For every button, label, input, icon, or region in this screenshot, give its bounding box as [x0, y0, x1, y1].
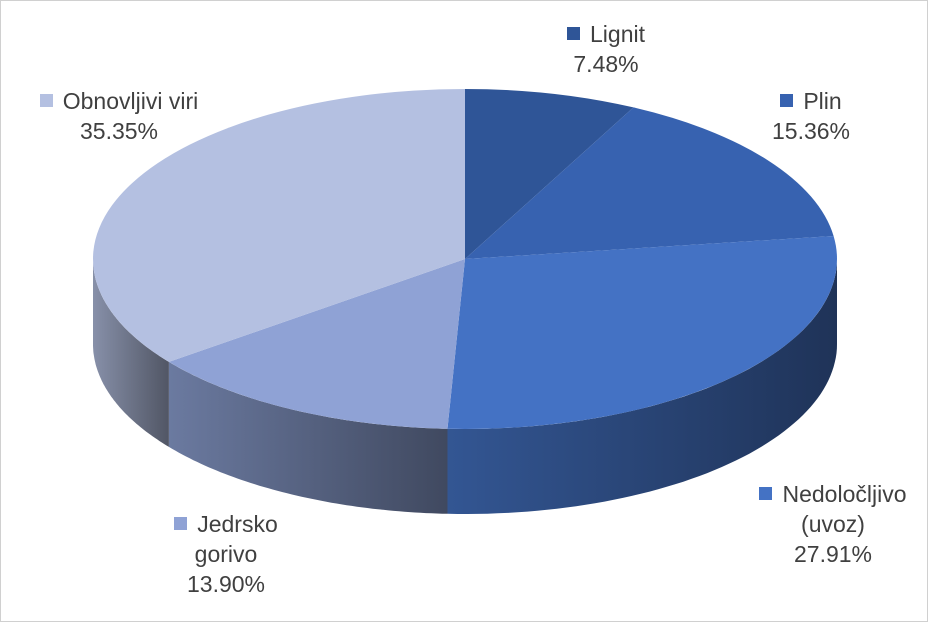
legend-swatch	[39, 94, 53, 107]
slice-top	[465, 107, 834, 259]
data-label: Plin 15.36%	[711, 86, 911, 146]
pie-slice	[465, 89, 634, 259]
value-label: 7.48%	[573, 51, 639, 77]
category-name: Plin	[803, 88, 842, 114]
legend-swatch	[780, 94, 794, 107]
pie-slice	[168, 259, 465, 514]
slice-top	[465, 89, 634, 259]
data-label: Lignit 7.48%	[506, 19, 706, 79]
slice-top	[447, 235, 837, 429]
legend-swatch	[174, 517, 188, 530]
slice-top	[92, 88, 466, 362]
slice-top	[168, 259, 465, 429]
legend-swatch	[567, 27, 580, 40]
slice-side	[93, 259, 169, 447]
pie-slice	[92, 88, 466, 447]
data-label: Jedrsko gorivo 13.90%	[146, 509, 306, 599]
value-label: 13.90%	[186, 571, 265, 597]
slice-side	[447, 259, 837, 514]
value-label: 35.35%	[79, 118, 158, 144]
category-name: Obnovljivi viri	[62, 88, 199, 114]
data-label: Obnovljivi viri 35.35%	[1, 86, 249, 146]
category-name: Nedoločljivo (uvoz)	[782, 481, 907, 537]
slice-side	[168, 361, 448, 514]
data-label: Nedoločljivo (uvoz) 27.91%	[733, 479, 927, 569]
pie-slice	[465, 107, 834, 259]
category-name: Lignit	[590, 21, 645, 47]
category-name: Jedrsko gorivo	[194, 511, 278, 567]
pie-slice	[447, 235, 837, 514]
legend-swatch	[759, 487, 773, 500]
value-label: 15.36%	[771, 118, 850, 144]
value-label: 27.91%	[793, 541, 872, 567]
